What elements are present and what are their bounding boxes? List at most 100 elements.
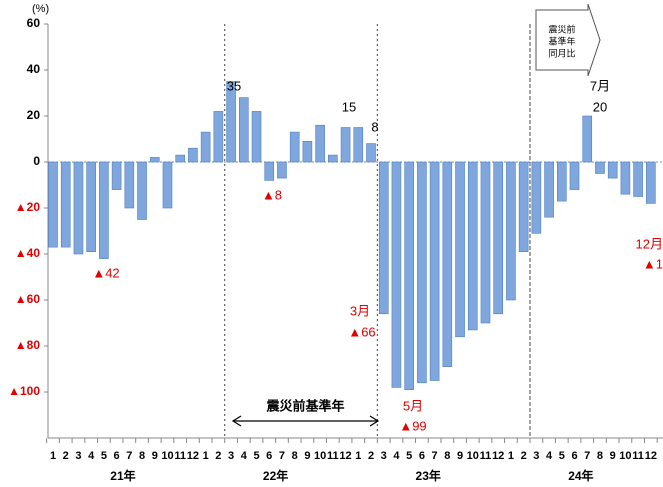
x-tick-label: 5 bbox=[406, 450, 412, 462]
x-tick-label: 4 bbox=[393, 450, 400, 462]
y-tick-label: 0 bbox=[33, 154, 40, 168]
annotation: ▲8 bbox=[262, 187, 282, 202]
bar bbox=[302, 141, 313, 163]
x-tick-label: 12 bbox=[339, 450, 351, 462]
annotation: 12月 bbox=[636, 236, 663, 251]
bar bbox=[289, 131, 300, 163]
x-tick-label: 7 bbox=[584, 450, 590, 462]
x-tick-label: 2 bbox=[521, 450, 527, 462]
bar bbox=[442, 161, 453, 367]
bar bbox=[391, 161, 402, 388]
arrow-head bbox=[369, 415, 380, 427]
bar bbox=[188, 147, 198, 163]
bar bbox=[544, 161, 554, 218]
y-tick-label: ▲60 bbox=[15, 292, 41, 306]
bar bbox=[531, 161, 542, 234]
bar bbox=[137, 161, 147, 220]
annotation: 35 bbox=[227, 78, 241, 93]
annotation: 3月 bbox=[350, 303, 370, 318]
bar bbox=[455, 161, 465, 338]
y-tick-label: ▲20 bbox=[15, 200, 41, 214]
x-tick-label: 6 bbox=[266, 450, 272, 462]
annotation: ▲66 bbox=[348, 324, 375, 339]
box-arrow bbox=[535, 3, 601, 77]
bar bbox=[48, 161, 58, 248]
bar bbox=[480, 161, 491, 324]
bar bbox=[556, 161, 567, 202]
x-tick-label: 11 bbox=[327, 450, 339, 462]
x-tick-label: 12 bbox=[187, 450, 199, 462]
bar bbox=[646, 161, 656, 204]
box-label: 同月比 bbox=[548, 47, 575, 58]
x-tick-label: 1 bbox=[203, 450, 209, 462]
x-tick-label: 2 bbox=[215, 450, 221, 462]
bar bbox=[467, 161, 478, 331]
x-tick-label: 4 bbox=[546, 450, 553, 462]
x-tick-label: 5 bbox=[559, 450, 565, 462]
x-tick-label: 10 bbox=[619, 450, 631, 462]
bar bbox=[86, 161, 96, 252]
bar bbox=[328, 154, 338, 163]
x-tick-label: 5 bbox=[253, 450, 259, 462]
bar bbox=[607, 161, 618, 179]
bar bbox=[429, 161, 440, 381]
x-tick-label: 10 bbox=[161, 450, 173, 462]
bar bbox=[251, 111, 262, 163]
x-tick-label: 9 bbox=[610, 450, 616, 462]
bar bbox=[353, 127, 364, 163]
annotation: ▲42 bbox=[92, 265, 119, 280]
x-tick-label: 3 bbox=[228, 450, 234, 462]
bar bbox=[111, 161, 122, 190]
x-tick-label: 6 bbox=[419, 450, 425, 462]
bar bbox=[175, 154, 185, 163]
period-label: 震災前基準年 bbox=[265, 398, 344, 413]
bar bbox=[378, 161, 389, 315]
bar bbox=[60, 161, 71, 248]
x-tick-label: 12 bbox=[645, 450, 657, 462]
y-tick-label: 40 bbox=[27, 62, 41, 76]
y-tick-label: ▲100 bbox=[8, 384, 40, 398]
bar bbox=[99, 161, 109, 259]
x-tick-label: 8 bbox=[597, 450, 603, 462]
x-tick-label: 2 bbox=[368, 450, 374, 462]
x-tick-label: 2 bbox=[63, 450, 69, 462]
y-tick-label: 20 bbox=[27, 108, 41, 122]
bar bbox=[582, 115, 593, 163]
bar bbox=[124, 161, 135, 209]
year-label: 21年 bbox=[110, 468, 135, 483]
x-tick-label: 4 bbox=[88, 450, 95, 462]
bar bbox=[162, 161, 173, 209]
x-tick-label: 8 bbox=[292, 450, 298, 462]
annotation: 7月 bbox=[590, 78, 610, 93]
x-tick-label: 8 bbox=[444, 450, 450, 462]
bar bbox=[277, 161, 287, 179]
annotation: 8 bbox=[371, 119, 378, 134]
x-tick-label: 12 bbox=[492, 450, 504, 462]
annotation: 15 bbox=[342, 99, 356, 114]
x-tick-label: 7 bbox=[126, 450, 132, 462]
y-tick-label: ▲80 bbox=[15, 338, 41, 352]
year-label: 23年 bbox=[416, 468, 441, 483]
unit-label: (%) bbox=[32, 3, 49, 15]
y-tick-label: ▲40 bbox=[15, 246, 41, 260]
x-tick-label: 6 bbox=[114, 450, 120, 462]
annotation: 5月 bbox=[403, 398, 423, 413]
bar bbox=[404, 161, 414, 390]
bar bbox=[417, 161, 427, 384]
bar bbox=[340, 127, 351, 163]
arrow-head bbox=[231, 415, 242, 427]
x-tick-label: 3 bbox=[533, 450, 539, 462]
bar bbox=[73, 161, 84, 255]
x-tick-label: 11 bbox=[480, 450, 492, 462]
x-tick-label: 7 bbox=[279, 450, 285, 462]
x-tick-label: 7 bbox=[432, 450, 438, 462]
x-tick-label: 10 bbox=[314, 450, 326, 462]
x-tick-label: 1 bbox=[50, 450, 56, 462]
bar bbox=[366, 143, 376, 163]
x-tick-label: 3 bbox=[381, 450, 387, 462]
x-tick-label: 3 bbox=[75, 450, 81, 462]
bar bbox=[518, 161, 529, 252]
x-tick-label: 11 bbox=[174, 450, 186, 462]
bar bbox=[226, 81, 236, 163]
